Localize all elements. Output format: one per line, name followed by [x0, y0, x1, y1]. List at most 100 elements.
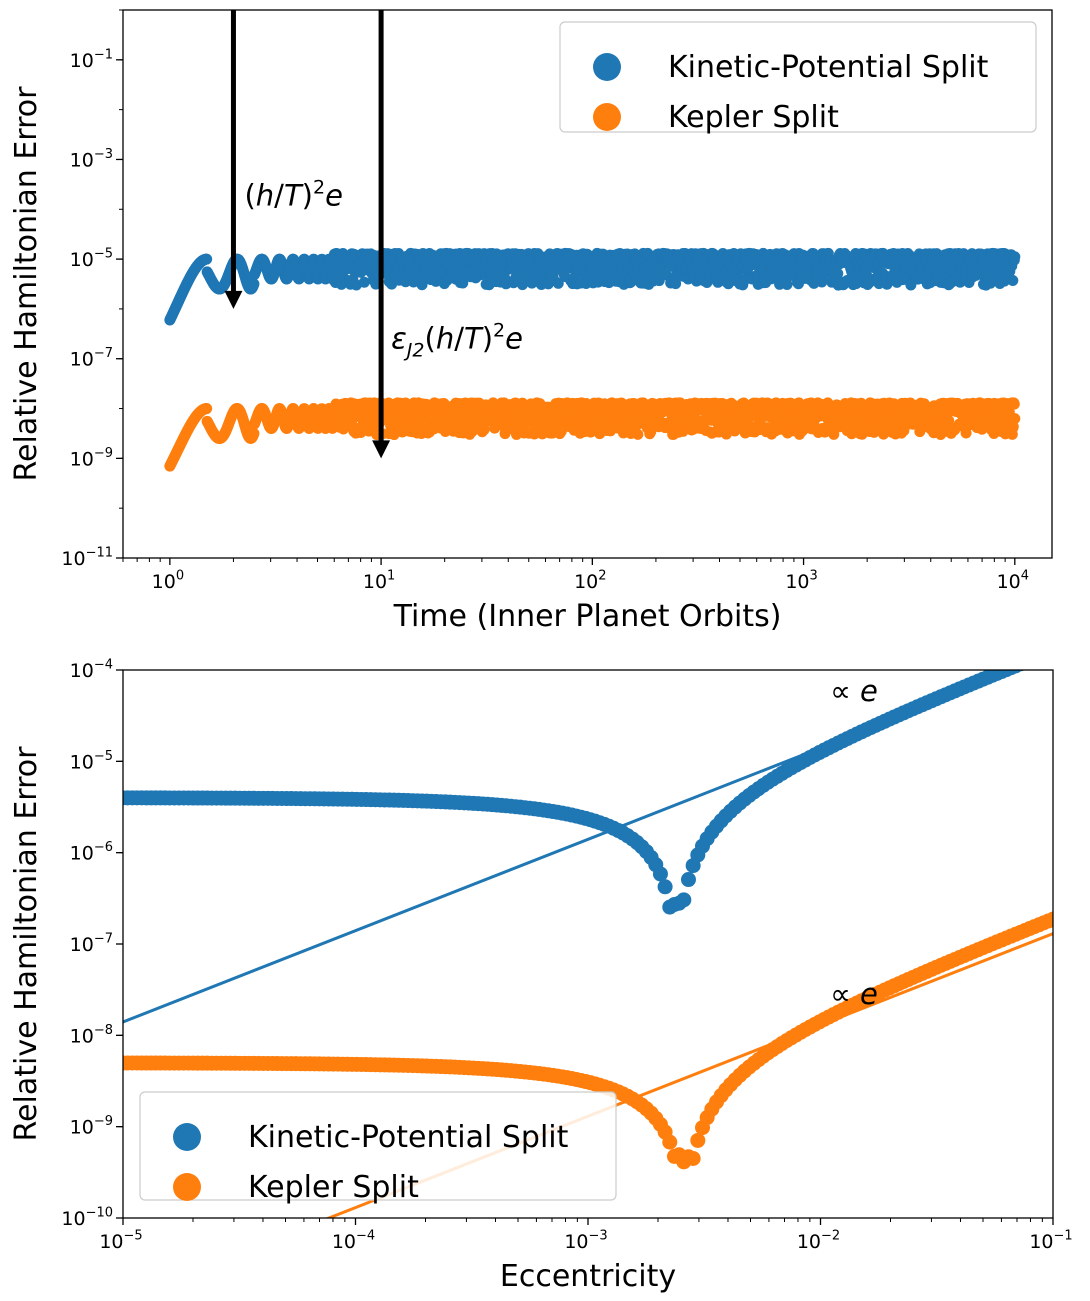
annot-part: e — [860, 977, 878, 1011]
annot-part: T — [464, 322, 484, 356]
top-legend-marker — [593, 53, 621, 81]
data-point — [1008, 398, 1020, 410]
top-xtick-label-base: 10 — [152, 571, 176, 593]
bottom-ytick-label-base: 10 — [70, 660, 94, 682]
bottom-ytick-label-base: 10 — [61, 1208, 85, 1230]
data-point — [248, 427, 260, 439]
top-ytick-label-exp: −3 — [94, 147, 113, 162]
data-point — [1017, 655, 1032, 670]
data-point — [1027, 651, 1042, 666]
top-xlabel: Time (Inner Planet Orbits) — [393, 599, 782, 634]
bottom-xtick-label-exp: −4 — [356, 1228, 375, 1243]
data-point — [1046, 643, 1061, 658]
bottom-ytick-label: 10−5 — [70, 749, 113, 774]
bottom-legend-box — [139, 1091, 617, 1201]
top-ytick-label-base: 10 — [61, 548, 85, 570]
annot-part: ) — [482, 322, 493, 356]
arrow-head — [372, 440, 391, 459]
data-point — [690, 1132, 706, 1148]
annotation-proportional-to-e: ∝ e — [830, 977, 878, 1011]
bottom-xtick-label-base: 10 — [564, 1231, 588, 1253]
data-point — [1015, 670, 1025, 672]
top-xtick-label-exp: 2 — [598, 568, 606, 583]
top-ytick-label: 10−11 — [61, 545, 113, 570]
bottom-ytick-label-base: 10 — [70, 751, 94, 773]
top-ytick-label-base: 10 — [70, 249, 94, 271]
data-point — [457, 277, 469, 289]
top-ylabel: Relative Hamiltonian Error — [9, 86, 44, 482]
data-point — [670, 278, 682, 290]
data-point — [478, 424, 490, 436]
data-point — [1009, 413, 1021, 425]
top-xtick-label-base: 10 — [363, 571, 387, 593]
annot-part: ( — [424, 322, 435, 356]
bottom-xtick-label-base: 10 — [332, 1231, 356, 1253]
data-point — [657, 879, 673, 895]
bottom-legend-label: Kinetic-Potential Split — [248, 1120, 569, 1155]
top-ytick-label-base: 10 — [70, 149, 94, 171]
bottom-ytick-label: 10−10 — [61, 1205, 113, 1230]
top-xtick-label: 104 — [997, 568, 1029, 593]
bottom-ytick-label: 10−7 — [70, 931, 113, 956]
data-point — [645, 426, 657, 438]
data-point — [1041, 645, 1056, 660]
bottom-panel: ∝ e∝ e10−5 10−4 10−3 10−2 10−110−1010−910−81… — [9, 643, 1073, 1294]
data-point — [680, 872, 696, 888]
data-point — [781, 278, 793, 290]
bottom-xtick-label-exp: −5 — [124, 1228, 143, 1243]
annot-part: ) — [302, 178, 313, 212]
annot-part: J2 — [403, 340, 425, 362]
data-point — [248, 278, 260, 290]
data-point — [676, 892, 692, 908]
bottom-xtick-label-exp: −2 — [821, 1228, 840, 1243]
top-series-kinetic-potential — [164, 247, 1021, 326]
bottom-xtick-label: 10−5 — [99, 1228, 142, 1253]
bottom-legend-label: Kepler Split — [248, 1170, 419, 1205]
bottom-series-kinetic-potential — [123, 643, 1061, 915]
bottom-plot-area — [123, 643, 1061, 1218]
annotation-proportional-to-e: ∝ e — [830, 674, 878, 708]
annot-part: h — [436, 322, 454, 356]
top-ytick-label: 10−9 — [70, 446, 113, 471]
bottom-ytick-label: 10−4 — [70, 657, 113, 682]
top-xtick-label: 101 — [363, 568, 395, 593]
data-point — [201, 253, 213, 265]
bottom-ytick-label-base: 10 — [70, 1025, 94, 1047]
data-point — [370, 278, 382, 290]
bottom-xtick-label-exp: −1 — [1054, 1228, 1073, 1243]
bottom-ytick-label-exp: −6 — [94, 840, 113, 855]
bottom-xtick-label: 10−3 — [564, 1228, 607, 1253]
top-series-kepler — [164, 397, 1021, 472]
annotation-h-over-T-squared-e: (h/T)2e — [244, 176, 342, 212]
top-xtick-label-exp: 4 — [1021, 568, 1029, 583]
data-point — [1031, 649, 1046, 664]
top-ytick-label-exp: −1 — [94, 47, 113, 62]
bottom-ytick-label-exp: −8 — [94, 1023, 113, 1038]
arrow-head — [224, 290, 243, 309]
top-xtick-label-base: 10 — [785, 571, 809, 593]
annot-part: 2 — [493, 320, 505, 342]
annot-part: ∝ — [830, 674, 860, 708]
top-xtick-label-base: 10 — [997, 571, 1021, 593]
data-point — [832, 267, 844, 279]
top-ytick-label-base: 10 — [70, 349, 94, 371]
annot-part: e — [505, 322, 523, 356]
top-xtick-label-exp: 0 — [176, 568, 184, 583]
top-legend-box — [559, 21, 1037, 133]
bottom-ytick-label-exp: −5 — [94, 749, 113, 764]
bottom-xtick-label-base: 10 — [1029, 1231, 1053, 1253]
top-xtick-label-base: 10 — [574, 571, 598, 593]
bottom-xlabel: Eccentricity — [500, 1259, 676, 1294]
top-ytick-label-base: 10 — [70, 50, 94, 72]
annot-part: ∝ — [830, 977, 860, 1011]
annot-part: ε — [391, 322, 407, 356]
top-frame — [122, 9, 1053, 559]
annot-part: h — [256, 178, 274, 212]
data-point — [1009, 251, 1021, 263]
data-point — [358, 276, 370, 288]
data-point — [1045, 911, 1053, 927]
annot-part: T — [284, 178, 304, 212]
top-xtick-label: 103 — [785, 568, 817, 593]
top-xtick-label-exp: 3 — [810, 568, 818, 583]
